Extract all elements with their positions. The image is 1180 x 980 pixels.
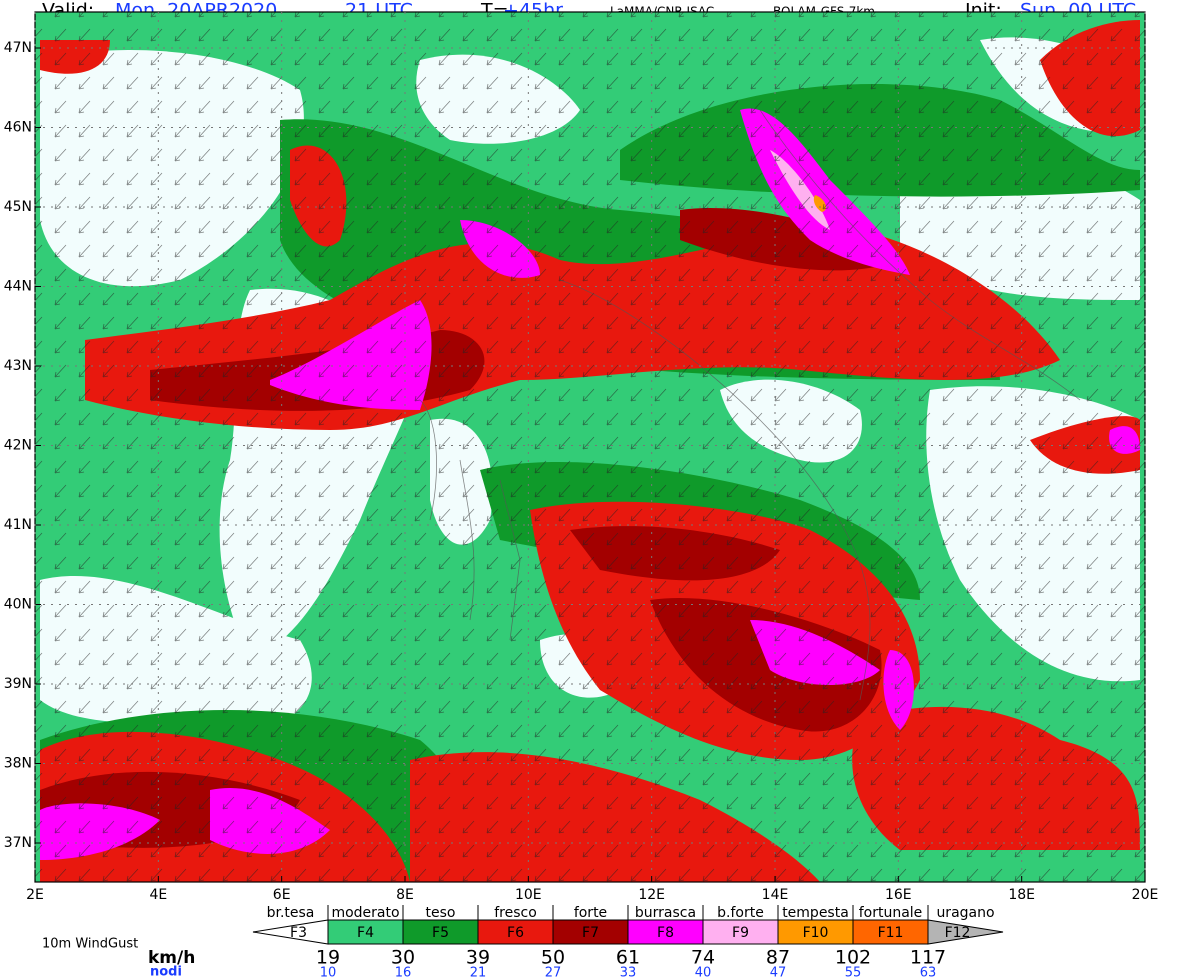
kmh-threshold: 30 bbox=[391, 947, 415, 969]
legend-swatch bbox=[627, 919, 704, 945]
graticule: 47N 46N 45N 44N 43N 42N 41N 40N 39N 38N 37N 2E 4E 6E 8… bbox=[4, 12, 1159, 903]
kmh-threshold: 61 bbox=[616, 947, 640, 969]
legend-force: F12 bbox=[945, 925, 971, 941]
knots-threshold: 55 bbox=[845, 966, 862, 980]
legend-force: F5 bbox=[432, 925, 449, 941]
kmh-threshold: 74 bbox=[691, 947, 715, 969]
lon-label: 14E bbox=[762, 887, 789, 903]
legend-force: F7 bbox=[582, 925, 599, 941]
lon-label: 16E bbox=[885, 887, 912, 903]
lat-label: 39N bbox=[4, 676, 32, 692]
legend-force: F6 bbox=[507, 925, 524, 941]
kmh-threshold: 87 bbox=[766, 947, 790, 969]
lon-label: 4E bbox=[149, 887, 167, 903]
knots-threshold: 40 bbox=[695, 966, 712, 980]
lon-label: 6E bbox=[273, 887, 291, 903]
lat-label: 46N bbox=[4, 120, 32, 136]
kmh-threshold: 102 bbox=[835, 947, 871, 969]
legend-swatch bbox=[852, 919, 929, 945]
legend-title: 10m WindGust bbox=[42, 937, 138, 952]
legend-class-name: moderato bbox=[331, 905, 399, 921]
unit-knots: nodi bbox=[150, 965, 182, 980]
lat-label: 37N bbox=[4, 835, 32, 851]
lat-label: 38N bbox=[4, 756, 32, 772]
legend-class-name: forte bbox=[574, 905, 607, 921]
lat-label: 41N bbox=[4, 517, 32, 533]
lon-label: 20E bbox=[1132, 887, 1159, 903]
lon-label: 12E bbox=[638, 887, 665, 903]
legend-swatch bbox=[927, 919, 1004, 945]
legend: F3 br.tesa F4 moderato F5 teso F6 fresco F7 forte… bbox=[148, 905, 1004, 980]
unit-kmh: km/h bbox=[148, 948, 195, 968]
kmh-threshold: 19 bbox=[316, 947, 340, 969]
legend-swatch bbox=[702, 919, 779, 945]
knots-threshold: 33 bbox=[620, 966, 637, 980]
legend-class-name: teso bbox=[426, 905, 456, 921]
legend-swatch bbox=[327, 919, 404, 945]
lat-label: 44N bbox=[4, 279, 32, 295]
kmh-threshold: 117 bbox=[910, 947, 946, 969]
legend-force: F4 bbox=[357, 925, 374, 941]
lat-label: 47N bbox=[4, 40, 32, 56]
wind-field bbox=[35, 12, 1145, 882]
legend-force: F3 bbox=[290, 925, 307, 941]
lon-label: 8E bbox=[396, 887, 414, 903]
map-frame bbox=[34, 11, 1146, 883]
legend-force: F10 bbox=[803, 925, 829, 941]
legend-swatch bbox=[777, 919, 854, 945]
knots-threshold: 47 bbox=[770, 966, 787, 980]
lat-label: 40N bbox=[4, 597, 32, 613]
legend-class-name: br.tesa bbox=[267, 905, 315, 921]
knots-threshold: 63 bbox=[920, 966, 937, 980]
lon-label: 18E bbox=[1008, 887, 1035, 903]
lat-label: 42N bbox=[4, 438, 32, 454]
lon-label: 2E bbox=[26, 887, 44, 903]
knots-threshold: 21 bbox=[470, 966, 487, 980]
legend-force: F9 bbox=[732, 925, 749, 941]
lat-label: 43N bbox=[4, 358, 32, 374]
legend-class-name: tempesta bbox=[782, 905, 849, 921]
legend-force: F11 bbox=[878, 925, 904, 941]
kmh-threshold: 50 bbox=[541, 947, 565, 969]
legend-force: F8 bbox=[657, 925, 674, 941]
lat-label: 45N bbox=[4, 199, 32, 215]
knots-threshold: 10 bbox=[320, 966, 337, 980]
legend-class-name: uragano bbox=[936, 905, 994, 921]
legend-class-name: burrasca bbox=[635, 905, 696, 921]
legend-swatch bbox=[402, 919, 479, 945]
legend-class-name: fortunale bbox=[859, 905, 923, 921]
knots-threshold: 16 bbox=[395, 966, 412, 980]
lon-label: 10E bbox=[515, 887, 542, 903]
legend-class-name: fresco bbox=[494, 905, 537, 921]
legend-swatch bbox=[477, 919, 554, 945]
legend-swatch bbox=[552, 919, 629, 945]
knots-threshold: 27 bbox=[545, 966, 562, 980]
legend-class-name: b.forte bbox=[717, 905, 764, 921]
kmh-threshold: 39 bbox=[466, 947, 490, 969]
